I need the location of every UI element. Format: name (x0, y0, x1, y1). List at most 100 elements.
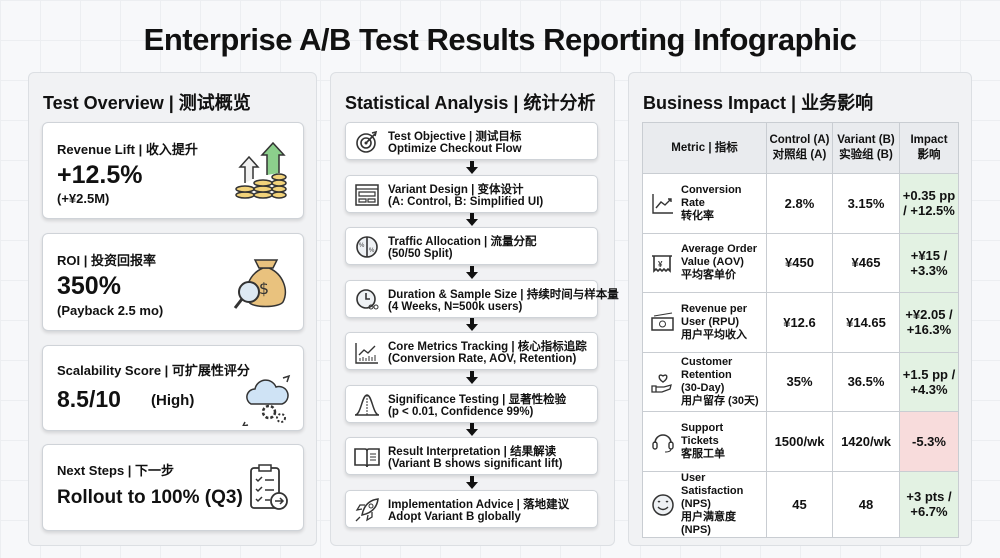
card-value: 350% (57, 272, 121, 300)
metric-cell: User Satisfaction (NPS) 用户满意度 (NPS) (642, 470, 767, 538)
step-title: Result Interpretation | 结果解读 (388, 446, 557, 458)
statistical-analysis-panel: Statistical Analysis | 统计分析 Test Objecti… (330, 72, 619, 546)
impact-value: +3 pts / +6.7% (899, 470, 959, 538)
next-steps-card: Next Steps | 下一步 Rollout to 100% (Q3) (42, 444, 304, 531)
business-impact-panel: Business Impact | 业务影响 Metric | 指标 Contr… (628, 72, 972, 546)
layout-icon (355, 183, 379, 206)
step-card: %% Traffic Allocation | 流量分配 (50/50 Split) (345, 227, 598, 265)
metric-cell: Conversion Rate 转化率 (642, 173, 767, 234)
panel-title: Statistical Analysis | 统计分析 (345, 93, 596, 113)
card-value: 8.5/10 (57, 386, 121, 412)
step-title: Significance Testing | 显著性检验 (388, 393, 567, 406)
control-value: ¥450 (766, 232, 833, 293)
card-value: Rollout to 100% (Q3) (57, 487, 243, 508)
step-card: Result Interpretation | 结果解读 (Variant B s… (345, 437, 598, 475)
book-icon (354, 448, 380, 468)
step-detail: (50/50 Split) (388, 248, 453, 260)
coins-growth-icon (235, 141, 287, 199)
flow-arrow-icon (466, 475, 478, 490)
cloud-gears-icon (242, 374, 291, 426)
step-title: Test Objective | 测试目标 (388, 131, 522, 143)
card-sub: (Payback 2.5 mo) (57, 303, 164, 318)
variant-value: 1420/wk (832, 411, 900, 472)
rocket-icon (355, 497, 379, 521)
control-value: 1500/wk (766, 411, 833, 472)
impact-value: -5.3% (899, 411, 959, 472)
table-row: Support Tickets 客服工单 1500/wk 1420/wk -5.3% (642, 411, 959, 472)
card-label: Revenue Lift | 收入提升 (57, 142, 198, 157)
step-detail: Optimize Checkout Flow (388, 143, 522, 155)
variant-value: ¥465 (832, 232, 900, 293)
card-value: +12.5% (57, 161, 143, 189)
control-value: 45 (766, 470, 833, 538)
metric-label: Customer Retention (30-Day) 用户留存 (30天) (681, 355, 759, 407)
receipt-icon: ¥ (652, 254, 672, 273)
target-icon (356, 130, 378, 153)
metric-cell: ¥ Average Order Value (AOV) 平均客单价 (642, 232, 767, 293)
column-header: Impact 影响 (899, 122, 959, 174)
flow-arrow-icon (466, 265, 478, 280)
step-title: Duration & Sample Size | 持续时间与样本量 (388, 288, 619, 301)
control-value: ¥12.6 (766, 292, 833, 353)
flow-arrow-icon (466, 370, 478, 385)
svg-text:%: % (359, 243, 365, 249)
pie-split-icon: %% (356, 236, 378, 258)
bell-curve-icon (354, 393, 380, 416)
checklist-icon (250, 464, 288, 510)
headset-icon (652, 434, 674, 453)
step-detail: (p < 0.01, Confidence 99%) (388, 405, 534, 418)
step-card: Core Metrics Tracking | 核心指标追踪 (Conversio… (345, 332, 598, 370)
impact-table: Metric | 指标 Control (A) 对照组 (A) Variant … (642, 122, 959, 538)
card-label: Next Steps | 下一步 (57, 463, 175, 478)
step-card: Duration & Sample Size | 持续时间与样本量 (4 Week… (345, 279, 619, 318)
heart-hand-icon (651, 374, 672, 393)
table-header-row: Metric | 指标 Control (A) 对照组 (A) Variant … (642, 122, 959, 174)
step-detail: (Variant B shows significant lift) (388, 458, 563, 470)
step-card: Implementation Advice | 落地建议 Adopt Varian… (345, 489, 598, 528)
table-row: Conversion Rate 转化率 2.8% 3.15% +0.35 pp / +… (642, 173, 959, 234)
revenue-lift-card: Revenue Lift | 收入提升 +12.5% (+¥2.5M) (42, 122, 304, 219)
impact-value: +¥2.05 / +16.3% (899, 292, 959, 353)
table-row: User Satisfaction (NPS) 用户满意度 (NPS) 45 48 +… (642, 470, 959, 538)
clock-users-icon (356, 288, 379, 309)
scalability-card: Scalability Score | 可扩展性评分 8.5/10 (High) (42, 345, 304, 431)
column-header: Metric | 指标 (642, 122, 767, 174)
column-header: Control (A) 对照组 (A) (766, 122, 833, 174)
variant-value: 36.5% (832, 351, 900, 412)
money-bag-magnifier-icon: $ (233, 259, 287, 309)
step-detail: (4 Weeks, N=500k users) (388, 300, 523, 313)
impact-value: +0.35 pp / +12.5% (899, 173, 959, 234)
table-row: ¥ Average Order Value (AOV) 平均客单价 ¥450 ¥465… (642, 232, 959, 293)
metric-label: Average Order Value (AOV) 平均客单价 (681, 243, 758, 282)
impact-value: +1.5 pp / +4.3% (899, 351, 959, 412)
test-overview-panel: Test Overview | 测试概览 Revenue Lift | 收入提升… (28, 72, 317, 546)
trend-up-icon (652, 194, 673, 214)
flow-arrow-icon (466, 423, 478, 437)
metric-label: Support Tickets 客服工单 (681, 421, 725, 460)
flow-arrow-icon (466, 318, 478, 332)
flow-arrow-icon (466, 213, 478, 227)
card-sub: (+¥2.5M) (57, 191, 110, 206)
roi-card: ROI | 投资回报率 350% (Payback 2.5 mo) $ (42, 233, 304, 331)
step-title: Variant Design | 变体设计 (388, 183, 524, 196)
impact-value: +¥15 / +3.3% (899, 232, 959, 293)
card-label: ROI | 投资回报率 (57, 253, 156, 268)
step-detail: (Conversion Rate, AOV, Retention) (388, 353, 577, 365)
card-sub: (High) (151, 392, 195, 409)
variant-value: 48 (832, 470, 900, 538)
step-card: Test Objective | 测试目标 Optimize Checkout F… (345, 122, 598, 160)
chart-icon (355, 343, 378, 364)
metric-label: User Satisfaction (NPS) 用户满意度 (NPS) (681, 471, 744, 536)
svg-text:¥: ¥ (658, 260, 663, 269)
control-value: 2.8% (766, 173, 833, 234)
page-title: Enterprise A/B Test Results Reporting In… (143, 22, 857, 57)
step-card: Significance Testing | 显著性检验 (p < 0.01, C… (345, 384, 598, 423)
step-detail: (A: Control, B: Simplified UI) (388, 195, 544, 208)
metric-cell: Revenue per User (RPU) 用户平均收入 (642, 292, 767, 353)
flow-arrow-icon (466, 160, 478, 175)
metric-cell: Customer Retention (30-Day) 用户留存 (30天) (642, 351, 767, 412)
column-header: Variant (B) 实验组 (B) (832, 122, 900, 174)
metric-label: Conversion Rate 转化率 (681, 183, 742, 222)
table-row: Customer Retention (30-Day) 用户留存 (30天) 35… (642, 351, 959, 412)
metric-label: Revenue per User (RPU) 用户平均收入 (681, 302, 748, 341)
